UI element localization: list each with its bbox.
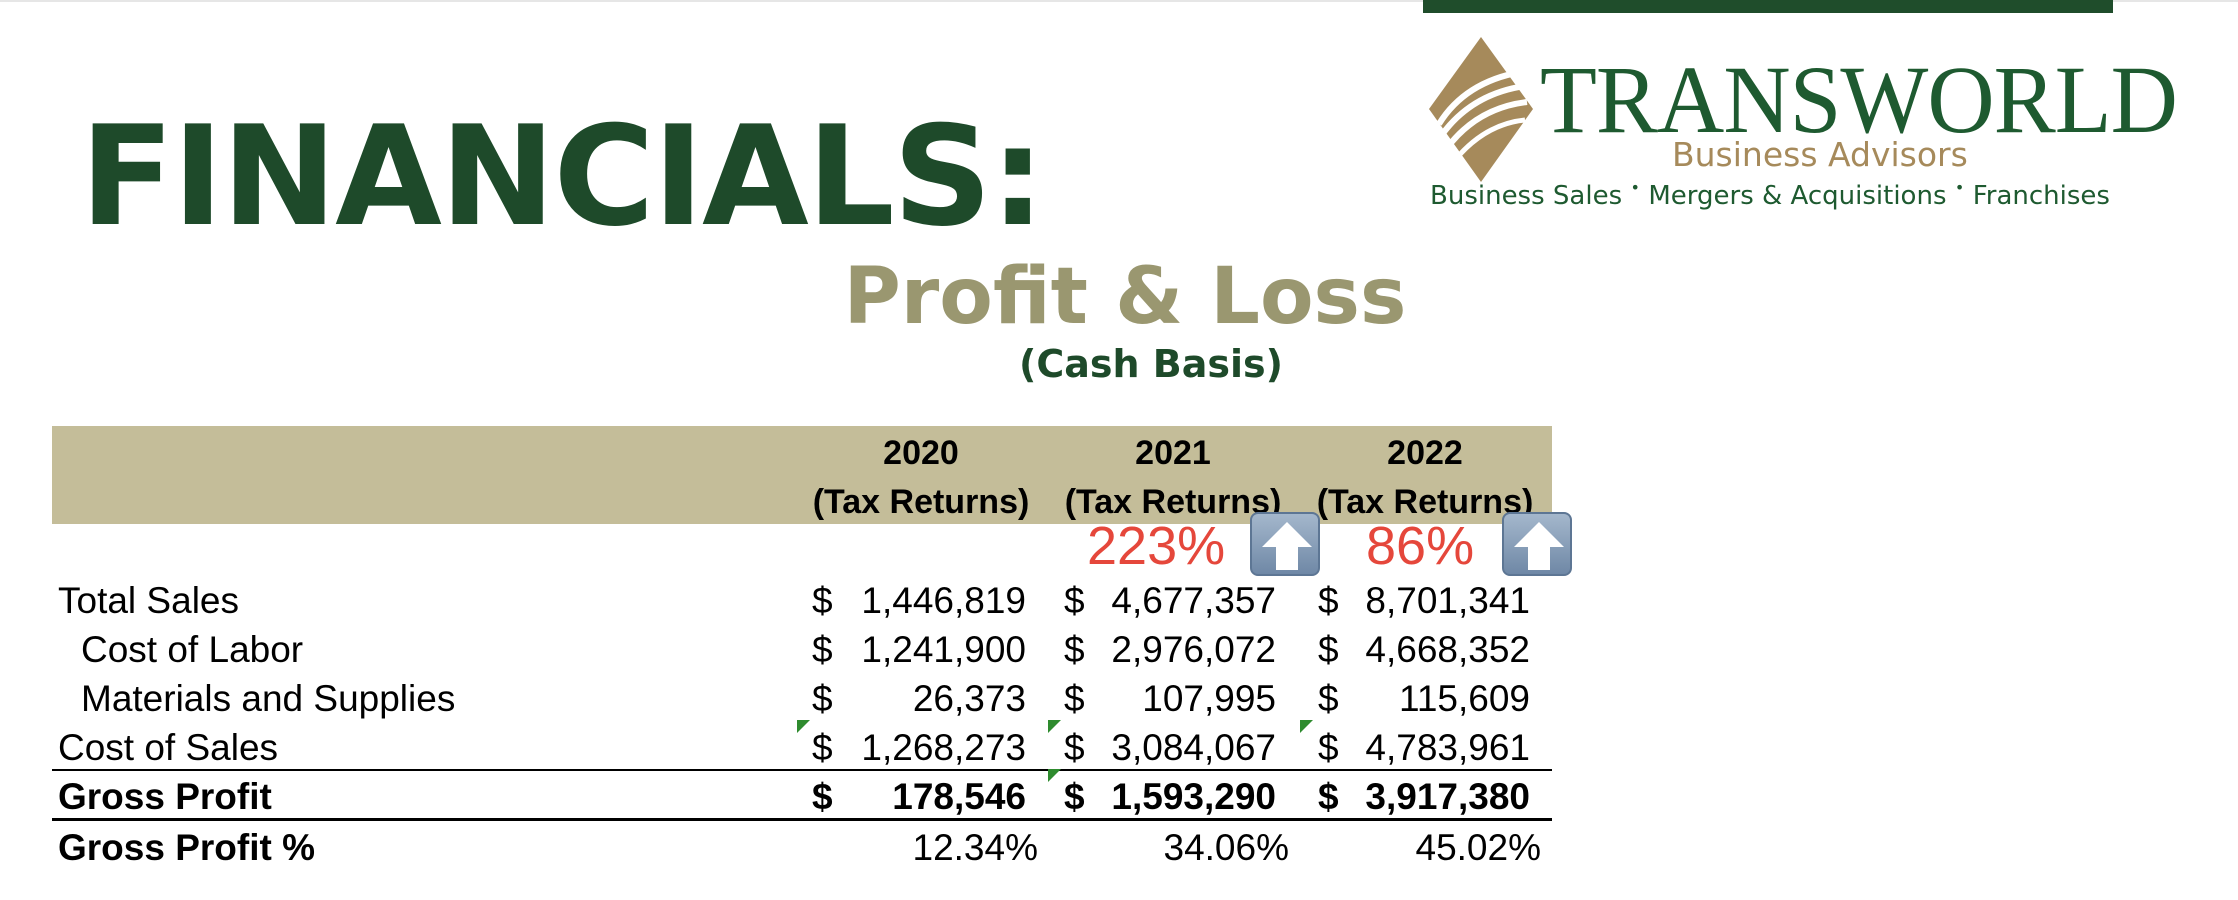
tagline-item: Business Sales	[1430, 181, 1623, 211]
currency-symbol: $	[1318, 776, 1339, 817]
table-cell: 34.06%	[1163, 827, 1290, 868]
column-year: 2020	[883, 434, 959, 472]
cell-comment-marker	[1300, 720, 1313, 733]
table-cell: 3,917,380	[1365, 776, 1530, 817]
currency-symbol: $	[812, 580, 833, 621]
currency-symbol: $	[812, 629, 833, 670]
currency-symbol: $	[1318, 678, 1339, 719]
top-border	[0, 0, 2238, 2]
up-arrow-icon	[1250, 512, 1320, 576]
tagline-item: Franchises	[1972, 181, 2110, 211]
currency-symbol: $	[812, 776, 833, 817]
table-cell: 1,593,290	[1111, 776, 1276, 817]
table-cell: 1,268,273	[861, 727, 1026, 768]
report-title: Profit & Loss	[843, 252, 1407, 342]
report-subtitle: (Cash Basis)	[1018, 342, 1284, 386]
table-header	[52, 426, 1552, 524]
currency-symbol: $	[1064, 776, 1085, 817]
tagline-item: Mergers & Acquisitions	[1648, 181, 1947, 211]
tagline-separator: •	[1954, 178, 1965, 197]
logo-subtitle: Business Advisors	[1672, 135, 1968, 174]
table-cell: 26,373	[912, 678, 1026, 719]
table-cell: 8,701,341	[1365, 580, 1530, 621]
currency-symbol: $	[812, 678, 833, 719]
table-cell: 4,783,961	[1365, 727, 1530, 768]
column-year: 2021	[1135, 434, 1211, 472]
currency-symbol: $	[1318, 727, 1339, 768]
table-cell: 1,241,900	[861, 629, 1026, 670]
table-divider	[52, 818, 1552, 821]
row-label: Total Sales	[58, 580, 239, 621]
table-cell: 2,976,072	[1111, 629, 1276, 670]
table-cell: 45.02%	[1415, 827, 1542, 868]
growth-percent: 86%	[1366, 516, 1475, 576]
table-cell: 12.34%	[912, 827, 1039, 868]
logo-tagline: Business Sales • Mergers & Acquisitions …	[1430, 178, 2110, 211]
table-cell: 4,668,352	[1365, 629, 1530, 670]
column-source: (Tax Returns)	[1316, 483, 1534, 521]
table-cell: 4,677,357	[1111, 580, 1276, 621]
growth-percent: 223%	[1087, 516, 1226, 576]
tagline-separator: •	[1630, 178, 1640, 197]
logo-name: TRANSWORLD	[1540, 46, 2178, 153]
currency-symbol: $	[1064, 580, 1085, 621]
table-cell: 107,995	[1142, 678, 1276, 719]
row-label: Cost of Labor	[81, 629, 304, 670]
row-label: Gross Profit %	[58, 827, 315, 868]
column-source: (Tax Returns)	[1064, 483, 1282, 521]
table-cell: 115,609	[1399, 678, 1530, 719]
transworld-logo-icon	[1429, 37, 1533, 182]
table-cell: 3,084,067	[1111, 727, 1276, 768]
row-label: Cost of Sales	[58, 727, 279, 768]
currency-symbol: $	[812, 727, 833, 768]
currency-symbol: $	[1064, 629, 1085, 670]
currency-symbol: $	[1318, 580, 1339, 621]
currency-symbol: $	[1064, 727, 1085, 768]
table-cell: 178,546	[892, 776, 1026, 817]
currency-symbol: $	[1318, 629, 1339, 670]
table-cell: 1,446,819	[861, 580, 1026, 621]
currency-symbol: $	[1064, 678, 1085, 719]
row-label: Gross Profit	[58, 776, 272, 817]
cell-comment-marker	[1048, 769, 1061, 782]
cell-comment-marker	[797, 720, 810, 733]
column-source: (Tax Returns)	[812, 483, 1030, 521]
logo-top-bar	[1423, 0, 2113, 13]
row-label: Materials and Supplies	[81, 678, 456, 719]
page-title: FINANCIALS:	[80, 96, 1045, 257]
column-year: 2022	[1387, 434, 1463, 472]
up-arrow-icon	[1502, 512, 1572, 576]
cell-comment-marker	[1048, 720, 1061, 733]
table-divider	[52, 769, 1552, 771]
